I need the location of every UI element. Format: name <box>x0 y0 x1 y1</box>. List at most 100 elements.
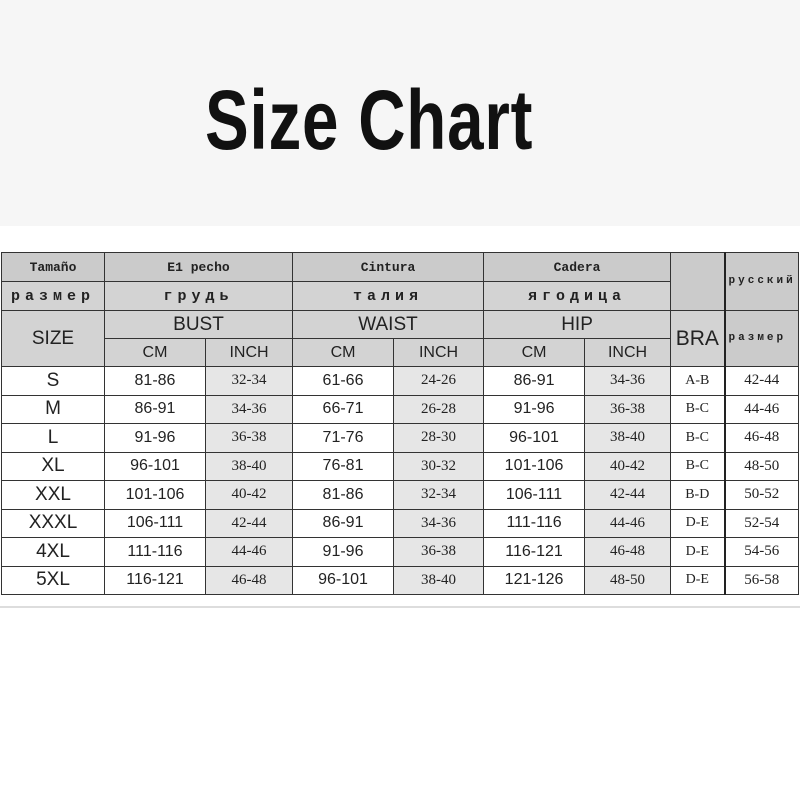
header-waist-cm: CM <box>292 338 395 367</box>
cell-russian-size: 46-48 <box>723 423 800 453</box>
header-hip-ru: ягодица <box>483 281 672 311</box>
cell-hip-inch: 48-50 <box>584 565 672 595</box>
cell-hip-cm: 116-121 <box>483 537 586 567</box>
table-row: XXXL 106-111 42-44 86-91 34-36 111-116 44-46 D-… <box>1 508 800 538</box>
table-row: L 91-96 36-38 71-76 28-30 96-101 38-40 B-C 46-48 <box>1 423 800 453</box>
cell-bust-cm: 96-101 <box>104 451 206 481</box>
cell-bust-cm: 91-96 <box>104 423 206 453</box>
cell-waist-cm: 91-96 <box>292 537 395 567</box>
cell-waist-inch: 30-32 <box>393 451 485 481</box>
cell-hip-cm: 91-96 <box>483 394 586 424</box>
cell-bust-inch: 36-38 <box>204 423 294 453</box>
cell-bra: B-C <box>670 423 726 453</box>
cell-hip-cm: 86-91 <box>483 366 586 396</box>
cell-waist-cm: 76-81 <box>292 451 395 481</box>
cell-hip-cm: 121-126 <box>483 565 586 595</box>
cell-bust-cm: 86-91 <box>104 394 206 424</box>
cell-bra: D-E <box>670 537 726 567</box>
table-row: S 81-86 32-34 61-66 24-26 86-91 34-36 A-B 42-44 <box>1 366 800 396</box>
cell-bra: D-E <box>670 508 726 538</box>
header-waist-es: Cintura <box>292 252 485 282</box>
header-bra: BRA <box>670 310 726 367</box>
header-hip-inch: INCH <box>584 338 672 367</box>
header-bust-es: E1 pecho <box>103 252 294 282</box>
cell-bra: D-E <box>670 565 726 595</box>
cell-hip-inch: 44-46 <box>584 508 672 538</box>
header-russian-size: размер <box>723 310 800 367</box>
header-hip: HIP <box>483 310 672 339</box>
cell-hip-cm: 106-111 <box>483 480 586 510</box>
page-title: Size Chart <box>205 73 534 167</box>
cell-russian-size: 52-54 <box>723 508 800 538</box>
cell-hip-cm: 96-101 <box>483 423 586 453</box>
cell-bust-inch: 34-36 <box>204 394 294 424</box>
cell-waist-inch: 38-40 <box>393 565 485 595</box>
header-bust-inch: INCH <box>204 338 294 367</box>
header-bust: BUST <box>103 310 294 339</box>
header-waist: WAIST <box>292 310 485 339</box>
cell-waist-inch: 28-30 <box>393 423 485 453</box>
table-row: XL 96-101 38-40 76-81 30-32 101-106 40-42 B-C 48… <box>1 451 800 481</box>
cell-hip-inch: 46-48 <box>584 537 672 567</box>
cell-waist-inch: 26-28 <box>393 394 485 424</box>
table-row: XXL 101-106 40-42 81-86 32-34 106-111 42-44 B-D… <box>1 480 800 510</box>
cell-russian-size: 54-56 <box>723 537 800 567</box>
header-waist-inch: INCH <box>393 338 485 367</box>
cell-size: L <box>1 423 105 453</box>
cell-bust-cm: 106-111 <box>104 508 206 538</box>
cell-russian-size: 44-46 <box>723 394 800 424</box>
header-hip-cm: CM <box>483 338 586 367</box>
cell-hip-inch: 34-36 <box>584 366 672 396</box>
cell-bust-cm: 111-116 <box>104 537 206 567</box>
table-row: M 86-91 34-36 66-71 26-28 91-96 36-38 B-C 44-46 <box>1 394 800 424</box>
header-russian: русский <box>723 252 800 311</box>
cell-waist-inch: 36-38 <box>393 537 485 567</box>
cell-waist-cm: 71-76 <box>292 423 395 453</box>
cell-bust-inch: 46-48 <box>204 565 294 595</box>
cell-hip-cm: 101-106 <box>483 451 586 481</box>
cell-bra: B-C <box>670 394 726 424</box>
cell-size: XXXL <box>1 508 105 538</box>
divider <box>0 606 800 608</box>
cell-size: XL <box>1 451 105 481</box>
cell-size: S <box>1 366 105 396</box>
header-bust-ru: грудь <box>103 281 294 311</box>
cell-waist-inch: 34-36 <box>393 508 485 538</box>
cell-russian-size: 50-52 <box>723 480 800 510</box>
cell-bra: B-C <box>670 451 726 481</box>
cell-waist-cm: 61-66 <box>292 366 395 396</box>
cell-bust-cm: 116-121 <box>104 565 206 595</box>
header-size-ru: размер <box>1 281 105 311</box>
title-band <box>0 0 800 226</box>
header-bust-cm: CM <box>104 338 206 367</box>
cell-waist-cm: 66-71 <box>292 394 395 424</box>
cell-russian-size: 56-58 <box>723 565 800 595</box>
cell-bust-cm: 101-106 <box>104 480 206 510</box>
cell-hip-inch: 36-38 <box>584 394 672 424</box>
cell-hip-inch: 42-44 <box>584 480 672 510</box>
cell-size: M <box>1 394 105 424</box>
header-hip-es: Cadera <box>483 252 672 282</box>
header-size-es: Tamaño <box>1 252 105 282</box>
cell-size: XXL <box>1 480 105 510</box>
cell-russian-size: 48-50 <box>723 451 800 481</box>
cell-bust-inch: 38-40 <box>204 451 294 481</box>
cell-size: 5XL <box>1 565 105 595</box>
cell-waist-cm: 81-86 <box>292 480 395 510</box>
header-bra-blank <box>670 252 726 311</box>
cell-bra: A-B <box>670 366 726 396</box>
header-size: SIZE <box>1 310 105 367</box>
header-waist-ru: талия <box>292 281 485 311</box>
cell-bust-cm: 81-86 <box>104 366 206 396</box>
cell-waist-inch: 24-26 <box>393 366 485 396</box>
cell-waist-cm: 96-101 <box>292 565 395 595</box>
table-row: 5XL 116-121 46-48 96-101 38-40 121-126 48-50 D-… <box>1 565 800 595</box>
cell-waist-inch: 32-34 <box>393 480 485 510</box>
cell-bust-inch: 32-34 <box>204 366 294 396</box>
cell-waist-cm: 86-91 <box>292 508 395 538</box>
cell-hip-inch: 40-42 <box>584 451 672 481</box>
cell-hip-inch: 38-40 <box>584 423 672 453</box>
cell-bust-inch: 40-42 <box>204 480 294 510</box>
cell-size: 4XL <box>1 537 105 567</box>
cell-bra: B-D <box>670 480 726 510</box>
